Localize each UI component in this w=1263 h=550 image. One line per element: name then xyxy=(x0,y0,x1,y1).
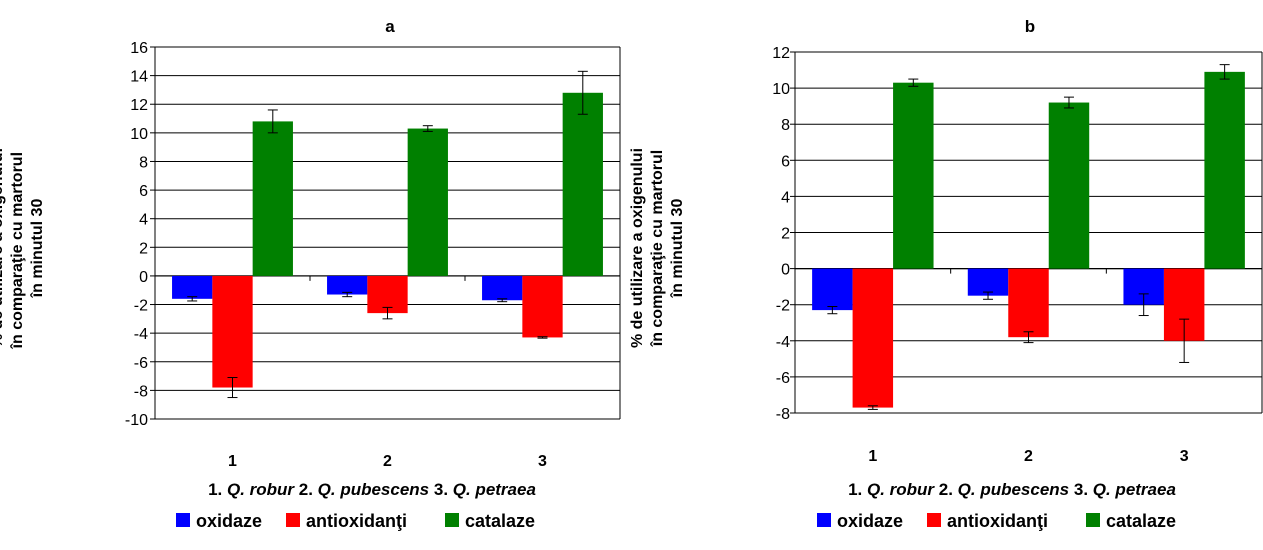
y-tick-label: 10 xyxy=(772,81,790,98)
bar-oxidaze xyxy=(172,275,213,299)
bar-oxidaze xyxy=(967,268,1009,296)
bar-oxidaze xyxy=(482,275,523,301)
y-tick-label: 2 xyxy=(139,240,148,257)
chart-b: b % de utilizare a oxigenului în comparaţ… xyxy=(629,17,1263,531)
legend-swatch-catalaze xyxy=(445,513,459,527)
legend-swatch-antioxidanţi xyxy=(286,513,300,527)
x-axis-caption-part: 1. xyxy=(208,480,227,499)
y-tick-label: 14 xyxy=(130,69,148,86)
x-axis-caption-part: Q. petraea xyxy=(1093,480,1176,499)
bar-antioxidanţi xyxy=(212,275,253,388)
y-tick-label: -6 xyxy=(776,370,790,387)
y-tick-label: -6 xyxy=(134,355,148,372)
category-label: 2 xyxy=(1024,448,1033,465)
category-label: 3 xyxy=(538,453,547,470)
x-axis-caption-part: Q. petraea xyxy=(453,480,536,499)
x-axis-caption-part: Q. pubescens xyxy=(318,480,429,499)
y-axis-label-line: în minutul 30 xyxy=(669,199,686,299)
bar-antioxidanţi xyxy=(852,268,894,408)
x-axis-caption: 1. Q. robur 2. Q. pubescens 3. Q. petrae… xyxy=(848,480,1176,499)
legend-label-antioxidanţi: antioxidanţi xyxy=(306,511,407,531)
legend-label-catalaze: catalaze xyxy=(465,511,535,531)
y-tick-label: -2 xyxy=(776,298,790,315)
y-tick-label: -4 xyxy=(776,334,790,351)
x-axis-caption-part: Q. robur xyxy=(867,480,935,499)
legend-label-catalaze: catalaze xyxy=(1106,511,1176,531)
y-tick-label: 12 xyxy=(130,97,148,114)
y-tick-label: -2 xyxy=(134,298,148,315)
x-axis-caption-part: 3. xyxy=(1069,480,1093,499)
legend-label-oxidaze: oxidaze xyxy=(196,511,262,531)
y-tick-label: 12 xyxy=(772,45,790,62)
y-tick-label: 8 xyxy=(139,154,148,171)
legend-swatch-antioxidanţi xyxy=(927,513,941,527)
legend-label-antioxidanţi: antioxidanţi xyxy=(947,511,1048,531)
chart-title: a xyxy=(385,17,395,36)
y-tick-label: 2 xyxy=(781,226,790,243)
x-axis-caption-part: 3. xyxy=(429,480,453,499)
x-axis-caption: 1. Q. robur 2. Q. pubescens 3. Q. petrae… xyxy=(208,480,536,499)
bar-catalaze xyxy=(407,128,448,276)
y-tick-label: 4 xyxy=(781,189,790,206)
y-tick-label: 4 xyxy=(139,212,148,229)
bar-antioxidanţi xyxy=(522,275,563,338)
x-axis-caption-part: 2. xyxy=(934,480,958,499)
legend-swatch-oxidaze xyxy=(817,513,831,527)
y-axis-label-line: % de utilizare a oxigenului xyxy=(629,148,646,348)
x-axis-caption-part: Q. robur xyxy=(227,480,295,499)
y-tick-label: -8 xyxy=(776,406,790,423)
y-tick-label: 0 xyxy=(139,269,148,286)
legend-swatch-oxidaze xyxy=(176,513,190,527)
bar-catalaze xyxy=(562,92,603,276)
legend-label-oxidaze: oxidaze xyxy=(837,511,903,531)
category-label: 2 xyxy=(383,453,392,470)
x-axis-caption-part: 2. xyxy=(294,480,318,499)
y-tick-label: -10 xyxy=(125,412,148,429)
bar-catalaze xyxy=(1048,102,1090,269)
y-axis-label-line: % de utilizare a oxigenului xyxy=(0,148,6,348)
y-tick-label: 6 xyxy=(781,153,790,170)
bar-catalaze xyxy=(252,121,293,276)
legend-swatch-catalaze xyxy=(1086,513,1100,527)
y-axis-label-line: în comparaţie cu martorul xyxy=(9,148,26,350)
bar-catalaze xyxy=(893,82,934,269)
bar-antioxidanţi xyxy=(1008,268,1049,338)
y-tick-label: -8 xyxy=(134,383,148,400)
y-axis-label-line: în minutul 30 xyxy=(29,199,46,299)
category-label: 1 xyxy=(868,448,877,465)
y-tick-label: 16 xyxy=(130,40,148,57)
x-axis-caption-part: Q. pubescens xyxy=(958,480,1069,499)
x-axis-caption-part: 1. xyxy=(848,480,867,499)
chart-title: b xyxy=(1025,17,1035,36)
y-tick-label: 10 xyxy=(130,126,148,143)
y-axis-label-line: în comparaţie cu martorul xyxy=(649,150,666,348)
y-tick-label: -4 xyxy=(134,326,148,343)
y-tick-label: 8 xyxy=(781,117,790,134)
bar-oxidaze xyxy=(812,268,853,311)
bar-catalaze xyxy=(1204,71,1245,269)
category-label: 1 xyxy=(228,453,237,470)
category-label: 3 xyxy=(1180,448,1189,465)
y-tick-label: 6 xyxy=(139,183,148,200)
bar-oxidaze xyxy=(327,275,368,295)
y-tick-label: 0 xyxy=(781,262,790,279)
